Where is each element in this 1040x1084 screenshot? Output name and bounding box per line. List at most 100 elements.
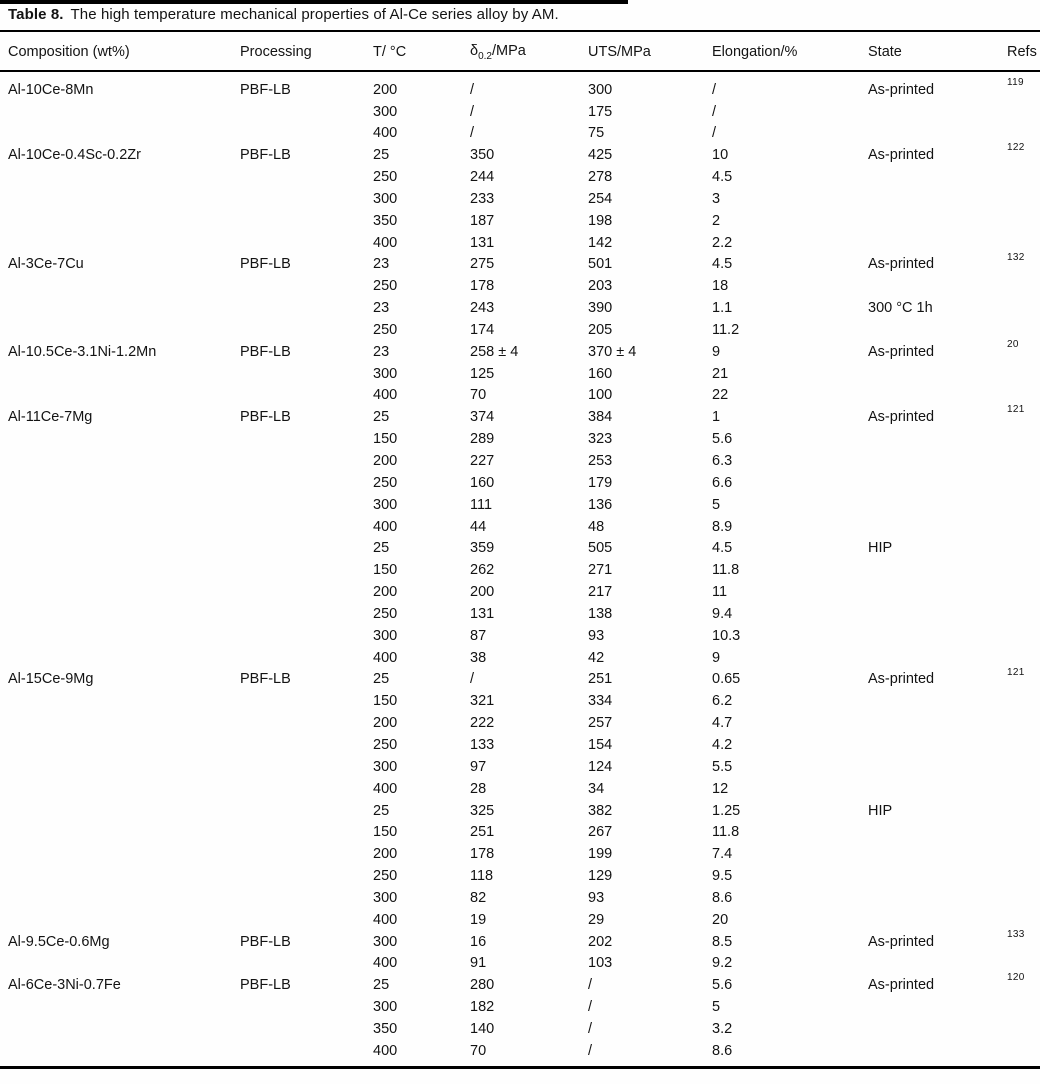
- elongation-cell: 6.6: [712, 474, 733, 491]
- temperature-cell: 25: [373, 147, 390, 164]
- uts-cell: 254: [588, 190, 613, 207]
- composition-cell: Al-11Ce-7Mg: [8, 409, 93, 426]
- yield-strength-cell: 182: [470, 999, 495, 1016]
- uts-cell: 384: [588, 409, 613, 426]
- uts-cell: 93: [588, 627, 605, 644]
- state-cell: As-printed: [868, 977, 935, 994]
- table-row: 300 125 160 21: [0, 363, 1032, 385]
- uts-cell: 425: [588, 147, 613, 164]
- table-row: 300 97 124 5.5: [0, 756, 1032, 778]
- yield-strength-cell: 200: [470, 584, 495, 601]
- table-top-rule: [0, 30, 1040, 32]
- temperature-cell: 350: [373, 1020, 398, 1037]
- column-header-state: State: [868, 44, 902, 61]
- elongation-cell: 10: [712, 147, 729, 164]
- table-row: 400 38 42 9: [0, 647, 1032, 669]
- temperature-cell: 400: [373, 911, 398, 928]
- reference-superscript: 132: [1007, 251, 1025, 263]
- temperature-cell: 250: [373, 169, 398, 186]
- elongation-cell: 3: [712, 190, 721, 207]
- table-row: 400 28 34 12: [0, 778, 1032, 800]
- yield-strength-cell: 91: [470, 955, 487, 972]
- temperature-cell: 25: [373, 802, 390, 819]
- uts-cell: 217: [588, 584, 613, 601]
- elongation-cell: 8.5: [712, 933, 733, 950]
- state-cell: HIP: [868, 802, 893, 819]
- table-row: 200 227 253 6.3: [0, 450, 1032, 472]
- table-number-label: Table 8.: [8, 6, 64, 23]
- temperature-cell: 300: [373, 190, 398, 207]
- column-header-temperature: T/ °C: [373, 44, 407, 61]
- elongation-cell: 11: [712, 584, 728, 601]
- temperature-cell: 25: [373, 977, 390, 994]
- uts-cell: 136: [588, 496, 613, 513]
- table-row: 400 19 29 20: [0, 909, 1032, 931]
- temperature-cell: 300: [373, 933, 398, 950]
- state-cell: As-printed: [868, 81, 935, 98]
- temperature-cell: 400: [373, 780, 398, 797]
- yield-strength-cell: /: [470, 671, 475, 688]
- table-row: 250 133 154 4.2: [0, 734, 1032, 756]
- uts-cell: 198: [588, 212, 613, 229]
- temperature-cell: 150: [373, 431, 398, 448]
- table-row: 250 160 179 6.6: [0, 472, 1032, 494]
- column-header-uts: UTS/MPa: [588, 44, 651, 61]
- elongation-cell: 11.2: [712, 321, 740, 338]
- uts-cell: 382: [588, 802, 613, 819]
- reference-superscript: 20: [1007, 338, 1019, 350]
- temperature-cell: 250: [373, 474, 398, 491]
- table-row: 250 244 278 4.5: [0, 166, 1032, 188]
- table-row: Al-3Ce-7Cu PBF-LB 23 275 501 4.5 As-printed 132: [0, 251, 1032, 276]
- elongation-cell: 9.2: [712, 955, 733, 972]
- table-row: 250 118 129 9.5: [0, 865, 1032, 887]
- yield-strength-cell: 280: [470, 977, 495, 994]
- temperature-cell: 300: [373, 365, 398, 382]
- yield-strength-cell: 70: [470, 1042, 487, 1059]
- reference-superscript: 119: [1007, 76, 1024, 88]
- elongation-cell: 1: [712, 409, 721, 426]
- table-row: 300 / 175 /: [0, 101, 1032, 123]
- elongation-cell: 10.3: [712, 627, 741, 644]
- uts-cell: 34: [588, 780, 605, 797]
- table-row: 350 187 198 2: [0, 210, 1032, 232]
- yield-strength-cell: 251: [470, 824, 495, 841]
- composition-cell: Al-6Ce-3Ni-0.7Fe: [8, 977, 121, 994]
- temperature-cell: 200: [373, 81, 398, 98]
- temperature-cell: 150: [373, 693, 398, 710]
- uts-cell: /: [588, 1020, 593, 1037]
- state-cell: As-printed: [868, 256, 935, 273]
- yield-strength-cell: 28: [470, 780, 487, 797]
- temperature-cell: 400: [373, 649, 398, 666]
- temperature-cell: 25: [373, 540, 390, 557]
- state-cell: As-printed: [868, 343, 935, 360]
- elongation-cell: 6.2: [712, 693, 733, 710]
- yield-strength-cell: 325: [470, 802, 495, 819]
- table-row: 400 44 48 8.9: [0, 516, 1032, 538]
- yield-strength-cell: 125: [470, 365, 495, 382]
- temperature-cell: 400: [373, 955, 398, 972]
- yield-strength-cell: 87: [470, 627, 487, 644]
- yield-strength-cell: 174: [470, 321, 495, 338]
- table-row: Al-6Ce-3Ni-0.7Fe PBF-LB 25 280 / 5.6 As-printe…: [0, 973, 1032, 997]
- elongation-cell: 5.6: [712, 977, 733, 994]
- uts-cell: 29: [588, 911, 605, 928]
- processing-cell: PBF-LB: [240, 933, 291, 950]
- elongation-cell: /: [712, 125, 717, 142]
- yield-strength-cell: 131: [470, 605, 495, 622]
- table-row: 400 70 100 22: [0, 385, 1032, 407]
- column-header-refs: Refs: [1007, 44, 1037, 61]
- temperature-cell: 250: [373, 868, 398, 885]
- uts-cell: 501: [588, 256, 613, 273]
- state-cell: As-printed: [868, 933, 935, 950]
- elongation-cell: 4.2: [712, 736, 733, 753]
- uts-cell: 75: [588, 125, 605, 142]
- processing-cell: PBF-LB: [240, 147, 291, 164]
- table-header-row: Composition (wt%) Processing T/ °C δ0.2/MPa…: [0, 41, 1040, 64]
- uts-cell: 271: [588, 562, 613, 579]
- elongation-cell: 8.6: [712, 1042, 733, 1059]
- uts-cell: /: [588, 1042, 593, 1059]
- uts-cell: 42: [588, 649, 605, 666]
- uts-cell: 142: [588, 234, 613, 251]
- table-row: 350 140 / 3.2: [0, 1018, 1032, 1040]
- yield-strength-cell: 243: [470, 300, 495, 317]
